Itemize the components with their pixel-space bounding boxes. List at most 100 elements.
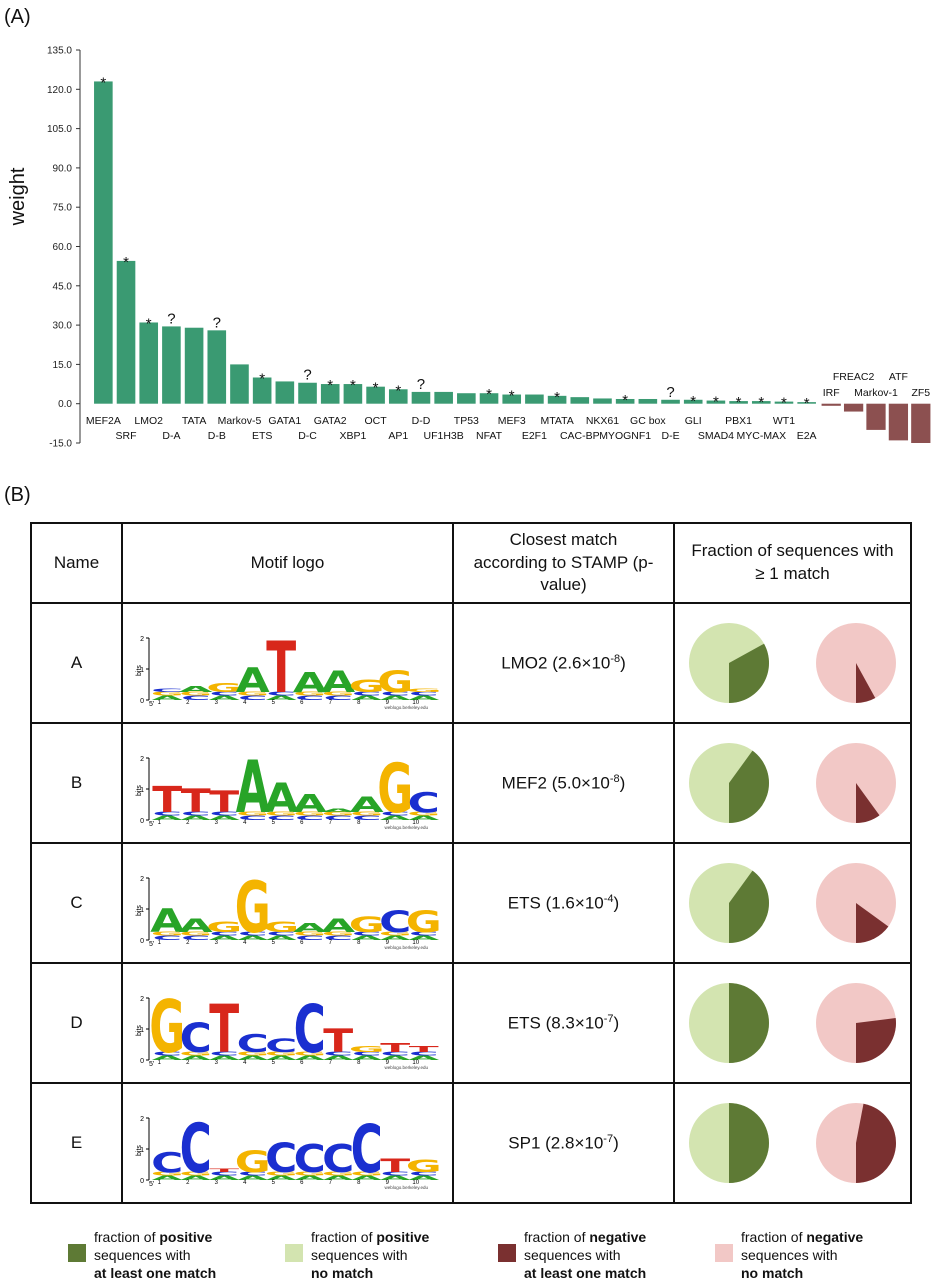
logo-letter-minor: A [237,1174,268,1181]
closest-match: LMO2 (2.6×10-8) [452,602,675,724]
category-label: SMAD4 [698,430,734,442]
logo-letter: G [377,749,413,829]
category-label: SRF [116,430,137,442]
logo-letter-minor: C [352,814,381,821]
swatch-neg-match [498,1244,516,1262]
logo-position-label: 1 [158,1180,162,1186]
category-label: Markov-1 [854,387,898,399]
legend-neg-nomatch: fraction of negative sequences with no mat… [715,1228,863,1282]
logo-letter: A [150,903,184,940]
bar-wt1 [774,401,794,404]
logo-tick-label: 0 [140,818,144,825]
logo-letter-minor: C [153,1051,182,1057]
bar-cac-bp [570,397,590,404]
logo-letter: T [181,783,211,820]
bar-nfat [479,393,499,404]
logo-position-label: 4 [243,940,247,946]
logo-letter-minor: G [379,931,412,937]
logo-letter-minor: A [351,1054,382,1061]
logo-letter: A [321,915,355,937]
logo-letter-minor: C [238,814,267,821]
logo-position-label: 1 [158,940,162,946]
negative-pie-d [816,983,897,1063]
logo-letter-minor: A [209,934,240,941]
category-label: TP53 [454,415,479,427]
motif-logo-a: 210bitsAGC1CGA2ACG3CGA4ACT5CGA6CGA7ACG8A… [136,627,440,710]
logo-letter-minor: A [408,1174,439,1181]
logo-position-label: 4 [243,820,247,826]
logo-letter: C [237,1029,269,1058]
logo-letter: C [351,1112,383,1189]
logo-position-label: 6 [300,940,304,946]
bar-xbp1 [343,384,363,404]
logo-position-label: 7 [329,1060,333,1066]
closest-match: ETS (8.3×10-7) [452,962,675,1084]
logo-letter: C [294,992,326,1069]
positive-pie-c-match-slice [728,870,769,943]
significance-marker: * [554,389,560,406]
category-label: LMO2 [134,415,163,427]
bar-myognf1 [615,398,635,404]
logo-letter: A [264,775,298,822]
logo-letter-minor: G [236,1051,269,1057]
significance-marker: * [781,395,787,412]
category-label: NKX61 [586,415,619,427]
logo-position-label: 7 [329,820,333,826]
logo-letter-minor: C [352,931,381,937]
logo-letter-minor: C [153,811,182,817]
logo-position-label: 5 [272,700,276,706]
logo-position-label: 4 [243,700,247,706]
logo-letter-minor: G [350,811,383,817]
category-label: FREAC2 [833,371,875,383]
logo-letter-minor: A [408,814,439,821]
logo-tick-label: 1 [140,787,144,794]
logo-letter-minor: A [237,934,268,941]
logo-letter-minor: C [267,931,296,937]
table-row: B 2 1 0 bits A C T 1 A C T 2 A C T 3 C G A 4 C G A 5 C G A 6 C G A 7 C G A 8… [30,722,912,844]
logo-letter: G [406,904,440,939]
significance-marker: ? [213,314,221,331]
y-tick-label: 60.0 [53,242,73,253]
category-label: WT1 [773,415,795,427]
logo-letter-minor: A [380,934,411,941]
logo-letter-minor: A [209,814,240,821]
motif-name: B [30,722,123,844]
logo-tick-label: 0 [140,938,144,945]
logo-letter-minor: C [409,931,438,937]
bar-tp53 [457,393,476,404]
bar-mef3 [502,394,522,404]
logo-letter: A [179,685,214,694]
category-label: GLI [685,415,702,427]
significance-marker: * [123,254,129,271]
logo-letter-minor: A [323,1174,354,1181]
category-label: AP1 [388,430,408,442]
logo-position-label: 9 [386,940,390,946]
logo-letter-minor: C [267,814,296,821]
logo-axis-label: bits [136,1145,143,1156]
logo-tick-label: 0 [140,698,144,705]
logo-position-label: 5 [272,820,276,826]
logo-letter-minor: A [380,694,411,701]
bar-zf5 [911,403,931,443]
logo-letter: C [265,1035,297,1057]
category-label: ATF [889,371,908,383]
closest-match: MEF2 (5.0×10-8) [452,722,675,844]
logo-axis-label: bits [136,665,143,676]
logo-letter: A [179,915,213,937]
logo-five-prime: 5' [149,941,154,948]
y-tick-label: 0.0 [58,399,72,410]
motif-logo-cell: 2 1 0 bits A C T 1 A C T 2 A C T 3 C G A 4 C G A 5 C G A 6 C G A 7 C G A 8 A… [121,722,454,844]
logo-letter-minor: G [151,691,184,697]
category-label: E2F1 [522,430,547,442]
negative-pie-c-match-slice [856,903,889,943]
motif-logo-c: 210bitsCGA1CGA2ACG3ACG4ACG5CGA6CGA7ACG8A… [136,867,440,950]
logo-letter-minor: C [381,691,410,697]
logo-five-prime: 5' [149,1181,154,1188]
category-label: GATA1 [268,415,301,427]
swatch-pos-match [68,1244,86,1262]
logo-letter-minor: G [407,811,440,817]
logo-letter: G [206,680,242,695]
logo-letter-minor: G [179,1051,212,1057]
logo-position-label: 10 [412,1180,419,1186]
bar-markov-5 [230,364,249,404]
